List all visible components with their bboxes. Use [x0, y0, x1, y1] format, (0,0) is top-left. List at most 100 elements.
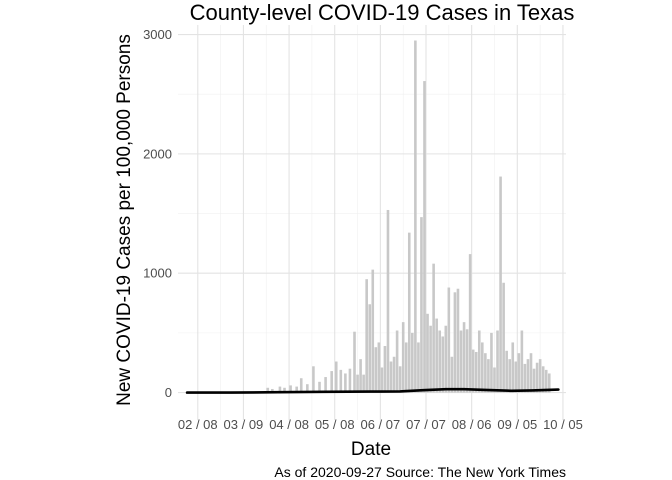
case-bar	[429, 325, 432, 393]
case-bar	[450, 356, 454, 393]
case-bar	[404, 342, 408, 393]
case-bar	[538, 359, 542, 393]
case-bar	[435, 318, 438, 393]
y-axis-title: New COVID-19 Cases per 100,000 Persons	[114, 34, 135, 406]
case-bar	[278, 386, 282, 393]
case-bar	[306, 384, 309, 393]
case-bar	[468, 254, 472, 393]
case-bar	[544, 369, 548, 393]
case-bar	[283, 387, 286, 393]
case-bar	[377, 342, 381, 393]
y-tick-label: 3000	[143, 27, 172, 42]
case-bar	[392, 356, 396, 393]
case-bar	[462, 322, 466, 393]
case-bar	[535, 362, 539, 393]
x-axis-title: Date	[351, 439, 391, 460]
bar-layer	[266, 40, 551, 393]
case-bar	[266, 387, 270, 393]
case-bar	[481, 342, 484, 393]
case-bar	[432, 263, 435, 393]
case-bar	[438, 330, 442, 393]
case-bar	[547, 373, 551, 393]
case-bar	[330, 371, 333, 393]
case-bar	[499, 176, 502, 393]
case-bar	[471, 349, 475, 393]
case-bar	[371, 269, 375, 393]
case-bar	[362, 374, 365, 393]
case-bar	[505, 350, 508, 393]
case-bar	[484, 353, 487, 393]
case-bar	[520, 330, 524, 393]
case-bar	[541, 366, 545, 393]
case-bar	[444, 325, 448, 393]
case-bar	[389, 361, 393, 393]
case-bar	[339, 369, 343, 393]
case-bar	[417, 342, 420, 393]
case-bar	[318, 381, 321, 393]
case-bar	[465, 329, 469, 393]
y-tick-label: 2000	[143, 146, 172, 161]
case-bar	[502, 282, 505, 393]
case-bar	[441, 336, 445, 393]
x-tick-label: 07 / 07	[406, 417, 446, 432]
x-tick-label: 06 / 07	[360, 417, 400, 432]
case-bar	[526, 359, 530, 393]
case-bar	[312, 366, 315, 393]
case-bar	[398, 366, 402, 393]
case-bar	[411, 332, 414, 393]
case-bar	[395, 330, 399, 393]
x-tick-label: 03 / 09	[224, 417, 264, 432]
case-bar	[374, 347, 378, 393]
x-tick-label: 05 / 08	[315, 417, 355, 432]
case-bar	[271, 388, 274, 393]
case-bar	[474, 351, 478, 393]
case-bar	[407, 232, 411, 393]
x-tick-label: 08 / 06	[452, 417, 492, 432]
case-bar	[496, 330, 499, 393]
case-bar	[511, 342, 515, 393]
tick-layer: 0 1000 2000 3000 02 / 08 03 / 09 04 / 08 05 / 0…	[143, 27, 583, 432]
case-bar	[324, 377, 327, 393]
trend-line	[185, 387, 560, 394]
case-bar	[356, 374, 359, 393]
y-tick-label: 0	[165, 385, 172, 400]
case-bar	[368, 304, 372, 393]
case-bar	[383, 346, 387, 393]
trend-layer	[185, 387, 560, 394]
case-bar	[299, 378, 303, 393]
case-bar	[508, 359, 512, 393]
case-bar	[459, 330, 463, 393]
x-tick-label: 09 / 05	[497, 417, 537, 432]
case-bar	[517, 353, 521, 393]
chart-caption: As of 2020-09-27 Source: The New York Ti…	[274, 464, 566, 480]
chart-title: County-level COVID-19 Cases in Texas	[190, 0, 575, 25]
case-bar	[386, 209, 390, 393]
case-bar	[423, 81, 426, 393]
case-bar	[490, 332, 493, 393]
case-bar	[420, 217, 423, 393]
x-tick-label: 02 / 08	[178, 417, 218, 432]
case-bar	[426, 313, 429, 393]
x-tick-label: 04 / 08	[269, 417, 309, 432]
case-bar	[334, 361, 338, 393]
case-bar	[487, 359, 490, 393]
case-bar	[529, 353, 533, 393]
y-tick-label: 1000	[143, 266, 172, 281]
case-bar	[477, 330, 481, 393]
case-bar	[514, 361, 518, 393]
x-tick-label: 10 / 05	[543, 417, 583, 432]
case-bar	[447, 287, 451, 393]
case-bar	[380, 367, 384, 393]
case-bar	[532, 368, 536, 393]
case-bar	[359, 359, 362, 393]
case-bar	[453, 292, 457, 393]
case-bar	[344, 373, 347, 393]
case-bar	[289, 385, 292, 393]
case-bar	[401, 322, 405, 393]
case-bar	[414, 40, 417, 393]
case-bar	[456, 288, 460, 393]
case-bar	[523, 363, 527, 393]
case-bar	[365, 279, 368, 393]
case-bar	[493, 367, 496, 393]
